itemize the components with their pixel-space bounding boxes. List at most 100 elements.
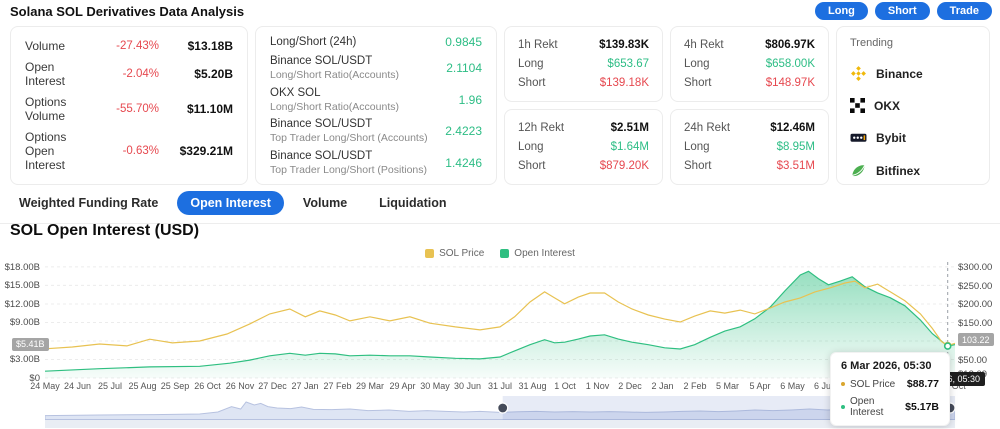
rekt-short-row: Short $3.51M — [684, 160, 815, 172]
rekt-title: 1h Rekt — [518, 39, 558, 52]
main-chart[interactable] — [45, 262, 955, 380]
x-axis-tick: 2 Feb — [683, 381, 707, 391]
metric-label: Open Interest — [25, 60, 66, 88]
metric-label: Options Volume — [25, 95, 67, 123]
left-axis-tick: $0 — [29, 373, 40, 384]
ratio-value: 0.9845 — [445, 35, 482, 49]
trade-button[interactable]: Trade — [936, 2, 992, 20]
rekt-short-label: Short — [684, 76, 712, 89]
date-range-navigator[interactable] — [45, 396, 955, 420]
binance-icon — [850, 65, 867, 82]
rekt-short-row: Short $148.97K — [684, 77, 815, 89]
trending-item-bitfinex[interactable]: Bitfinex — [850, 162, 976, 179]
ratio-sublabel: Long/Short Ratio(Accounts) — [270, 68, 399, 81]
price-dot-icon — [841, 382, 845, 386]
rekt-long-row: Long $658.00K — [684, 58, 815, 70]
metrics-card: Volume -27.43% $13.18B Open Interest -2.04% $… — [10, 26, 248, 185]
x-axis-tick: 6 May — [780, 381, 805, 391]
x-axis-tick: 26 Nov — [225, 381, 255, 391]
x-axis-tick: 29 Mar — [355, 381, 385, 391]
rekt-short-value: $879.20K — [599, 159, 649, 172]
ratio-value: 1.96 — [458, 92, 482, 107]
trending-label: Bitfinex — [876, 163, 921, 178]
rekt-short-value: $3.51M — [776, 159, 815, 172]
rekt-long-row: Long $653.67 — [518, 58, 649, 70]
open-interest-dot-icon — [841, 405, 845, 409]
x-axis-tick: 30 Jun — [453, 381, 482, 391]
navigator-track[interactable] — [45, 420, 955, 428]
ratio-row: Binance SOL/USDT Top Trader Long/Short (P… — [270, 150, 482, 176]
ratio-row: Binance SOL/USDT Top Trader Long/Short (A… — [270, 118, 482, 144]
metric-row: Options Volume -55.70% $11.10M — [25, 95, 233, 123]
rekt-long-label: Long — [518, 140, 544, 153]
tab-liquidation[interactable]: Liquidation — [379, 196, 447, 210]
x-axis-tick: 29 Apr — [389, 381, 416, 391]
legend-item-sol-price[interactable]: SOL Price — [425, 248, 484, 259]
trending-title: Trending — [850, 37, 894, 49]
ratio-sublabel: Top Trader Long/Short (Positions) — [270, 164, 427, 176]
ratio-value: 2.1104 — [446, 60, 482, 75]
trending-item-bybit[interactable]: Bybit — [850, 129, 976, 146]
left-axis-tick: $3.00B — [9, 354, 40, 366]
tab-weighted-funding-rate[interactable]: Weighted Funding Rate — [19, 196, 159, 210]
x-axis-tick: 27 Jan — [291, 381, 319, 391]
trending-item-okx[interactable]: OKX — [850, 98, 976, 113]
x-axis-tick: 26 Oct — [194, 381, 221, 391]
x-axis-tick: 24 May — [30, 381, 60, 391]
rekt-total-row: 12h Rekt $2.51M — [518, 122, 649, 134]
rekt-total-row: 24h Rekt $12.46M — [684, 122, 815, 134]
summary-cards: Volume -27.43% $13.18B Open Interest -2.04% $… — [10, 26, 990, 185]
ratio-labels: Binance SOL/USDT Top Trader Long/Short (P… — [270, 150, 445, 176]
trending-item-binance[interactable]: Binance — [850, 65, 976, 82]
tab-volume[interactable]: Volume — [302, 196, 348, 210]
ratio-label: OKX SOL — [270, 86, 321, 99]
trending-card: Trending Binance OKX Bybit Bitfinex — [836, 26, 990, 185]
metric-row: Options Open Interest -0.63% $329.21M — [25, 130, 233, 172]
metric-value: $329.21M — [179, 144, 233, 158]
right-axis-tick: $300.00 — [958, 262, 993, 273]
left-axis-labels: $18.00B $15.00B $12.00B $9.00B $3.00B $0 — [0, 262, 40, 384]
ratio-row: OKX SOL Long/Short Ratio(Accounts) 1.96 — [270, 87, 482, 113]
x-axis-tick: 25 Jul — [97, 381, 123, 391]
trending-label: Binance — [876, 66, 923, 81]
rekt-short-row: Short $139.18K — [518, 77, 649, 89]
rekt-total-value: $12.46M — [770, 122, 815, 135]
rekt-long-value: $1.64M — [610, 140, 649, 153]
ratio-labels: Binance SOL/USDT Long/Short Ratio(Account… — [270, 55, 446, 81]
rekt-long-label: Long — [518, 57, 544, 70]
bybit-icon — [850, 129, 867, 146]
long-button[interactable]: Long — [815, 2, 868, 20]
legend-swatch-icon — [500, 249, 510, 258]
rekt-total-value: $806.97K — [765, 39, 815, 52]
ratio-row: Binance SOL/USDT Long/Short Ratio(Account… — [270, 55, 482, 81]
chart-tabs: Weighted Funding Rate Open Interest Volume… — [0, 191, 1000, 224]
rekt-total-row: 4h Rekt $806.97K — [684, 39, 815, 51]
rekt-long-label: Long — [684, 140, 710, 153]
legend-swatch-icon — [425, 249, 435, 258]
metric-change: -27.43% — [116, 40, 159, 52]
legend-item-open-interest[interactable]: Open Interest — [500, 248, 575, 259]
rekt-short-value: $139.18K — [599, 76, 649, 89]
header-actions: Long Short Trade — [815, 2, 992, 20]
chart-section-title: SOL Open Interest (USD) — [10, 222, 200, 239]
tooltip-row-open-interest: Open Interest $5.17B — [841, 396, 939, 418]
tooltip-row-price: SOL Price $88.77 — [841, 378, 939, 390]
x-axis-tick: 2 Dec — [618, 381, 642, 391]
navigator-left-handle[interactable] — [497, 402, 509, 414]
current-price-badge: 103.22 — [958, 333, 994, 347]
rekt-short-label: Short — [518, 159, 546, 172]
x-axis-tick: 5 Apr — [749, 381, 771, 391]
rekt-short-label: Short — [518, 76, 546, 89]
right-axis-tick: $200.00 — [958, 299, 993, 311]
metric-change: -0.63% — [122, 145, 159, 157]
right-axis-tick: $150.00 — [958, 317, 993, 329]
metric-label: Options Open Interest — [25, 130, 67, 172]
ratio-value: 1.4246 — [445, 156, 482, 170]
tab-open-interest[interactable]: Open Interest — [177, 191, 284, 215]
short-button[interactable]: Short — [874, 2, 930, 20]
ratio-sublabel: Top Trader Long/Short (Accounts) — [270, 132, 428, 145]
rekt-long-label: Long — [684, 57, 710, 70]
chart-legend: SOL Price Open Interest — [0, 248, 1000, 259]
bitfinex-icon — [850, 162, 867, 179]
rekt-title: 12h Rekt — [518, 122, 565, 135]
